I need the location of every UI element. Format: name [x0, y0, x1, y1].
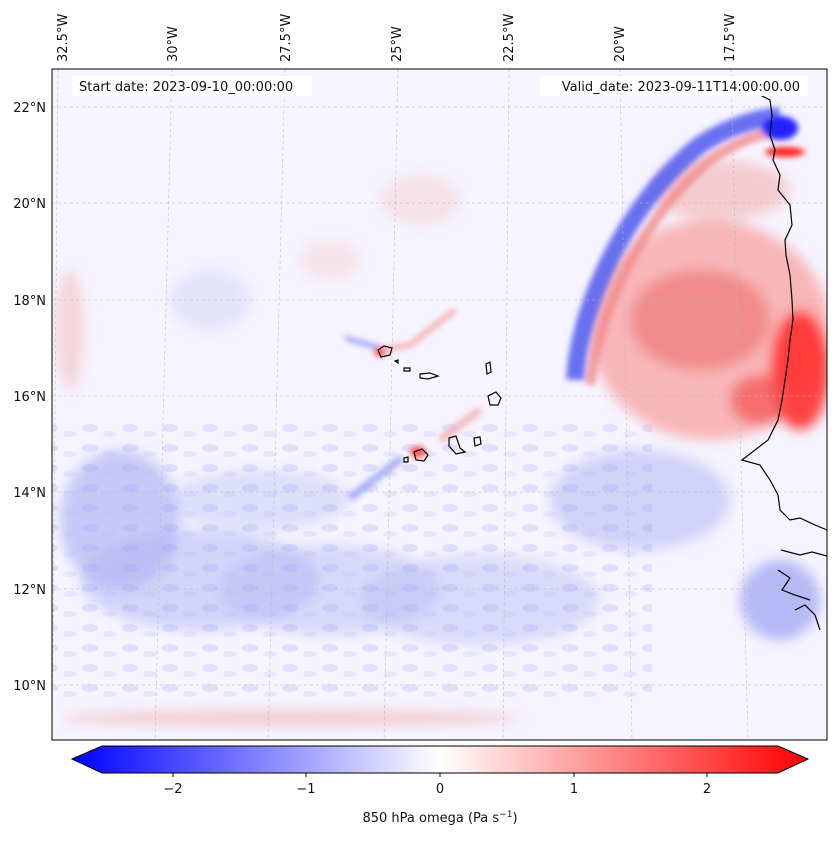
- valid-date-box: [540, 76, 808, 96]
- colorbar-label-exp: −1: [499, 810, 512, 820]
- lat-tick-label: 20°N: [13, 197, 46, 212]
- map-frame: [51, 68, 828, 741]
- start-date-label: Start date: 2023-09-10_00:00:00: [79, 80, 293, 95]
- lon-tick-label: 25°W: [390, 26, 405, 62]
- valid-date-label: Valid_date: 2023-09-11T14:00:00.00: [562, 80, 800, 95]
- gridlines: [52, 69, 827, 740]
- lat-tick-label: 16°N: [13, 390, 46, 405]
- colorbar-label-main: 850 hPa omega (Pa s: [362, 811, 499, 826]
- lon-tick-label: 27.5°W: [279, 14, 294, 62]
- lat-tick-label: 14°N: [13, 486, 46, 501]
- colorbar-tick-label: −2: [163, 782, 182, 797]
- colorbar-tick-label: 2: [703, 782, 711, 797]
- colorbar: −2 −1 0 1 2 850 hPa omega (Pa s−1): [70, 745, 810, 826]
- lat-tick-label: 12°N: [13, 583, 46, 598]
- map-panel: Start date: 2023-09-10_00:00:00 Valid_da…: [51, 68, 828, 741]
- lon-tick-label: 17.5°W: [723, 14, 738, 62]
- longitude-ticks: 32.5°W 30°W 27.5°W 25°W 22.5°W 20°W 17.5…: [56, 14, 738, 62]
- start-date-box: [72, 76, 312, 96]
- coastline: [740, 94, 827, 631]
- latitude-ticks: 22°N 20°N 18°N 16°N 14°N 12°N 10°N: [13, 101, 46, 694]
- colorbar-label: 850 hPa omega (Pa s−1): [362, 810, 517, 826]
- cabo-verde-islands: [377, 345, 502, 463]
- lon-tick-label: 20°W: [613, 26, 628, 62]
- lon-tick-label: 30°W: [166, 26, 181, 62]
- lon-tick-label: 22.5°W: [502, 14, 517, 62]
- omega-field: [52, 69, 827, 740]
- colorbar-label-close: ): [512, 811, 517, 826]
- lat-tick-label: 18°N: [13, 294, 46, 309]
- lat-tick-label: 10°N: [13, 679, 46, 694]
- colorbar-bar: [70, 745, 810, 774]
- colorbar-tick-label: −1: [296, 782, 315, 797]
- colorbar-tick-label: 0: [436, 782, 444, 797]
- lon-tick-label: 32.5°W: [56, 14, 71, 62]
- colorbar-ticks: [172, 773, 708, 777]
- lat-tick-label: 22°N: [13, 101, 46, 116]
- colorbar-tick-label: 1: [570, 782, 578, 797]
